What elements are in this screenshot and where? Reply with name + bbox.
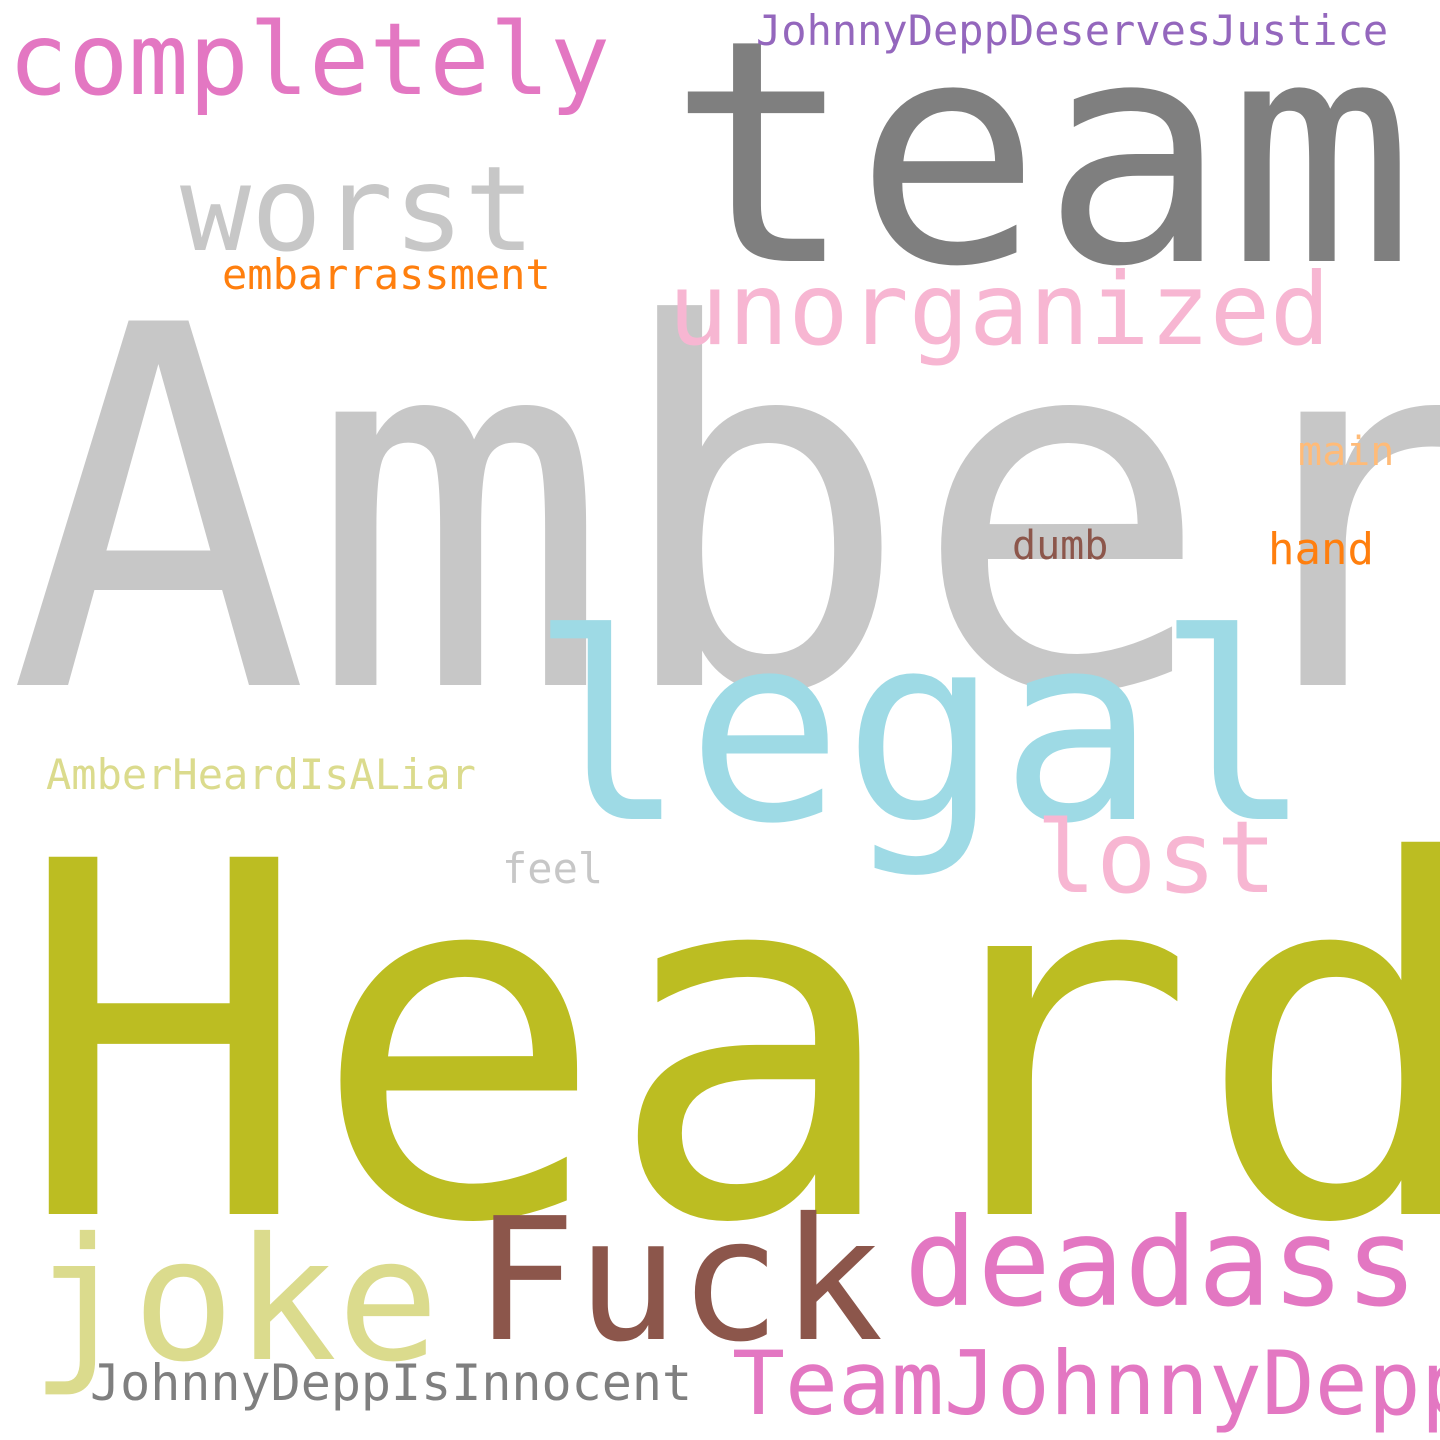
- word-legal: legal: [530, 579, 1313, 881]
- word-fuck: Fuck: [474, 1182, 884, 1380]
- word-heard: Heard: [16, 759, 1440, 1330]
- word-hand: hand: [1268, 524, 1374, 575]
- word-johnnydeppisinnocent: JohnnyDeppIsInnocent: [90, 1354, 693, 1412]
- word-worst: worst: [180, 140, 536, 278]
- word-dumb: dumb: [1012, 523, 1109, 569]
- word-joke: joke: [30, 1202, 440, 1400]
- word-teamjohnnydepp: TeamJohnnyDepp: [732, 1332, 1440, 1435]
- word-lost: lost: [1036, 799, 1277, 916]
- word-feel: feel: [502, 844, 604, 893]
- word-team: team: [668, 0, 1415, 335]
- word-main: main: [1298, 429, 1395, 475]
- word-unorganized: unorganized: [668, 251, 1331, 368]
- word-amberheardisaliar: AmberHeardIsALiar: [46, 750, 476, 799]
- word-deadass: deadass: [904, 1192, 1419, 1334]
- word-completely: completely: [8, 1, 611, 118]
- word-johnnydeppdeservesjustice: JohnnyDeppDeservesJustice: [756, 6, 1389, 55]
- word-embarrassment: embarrassment: [222, 250, 551, 299]
- word-amber: Amber: [8, 221, 1440, 803]
